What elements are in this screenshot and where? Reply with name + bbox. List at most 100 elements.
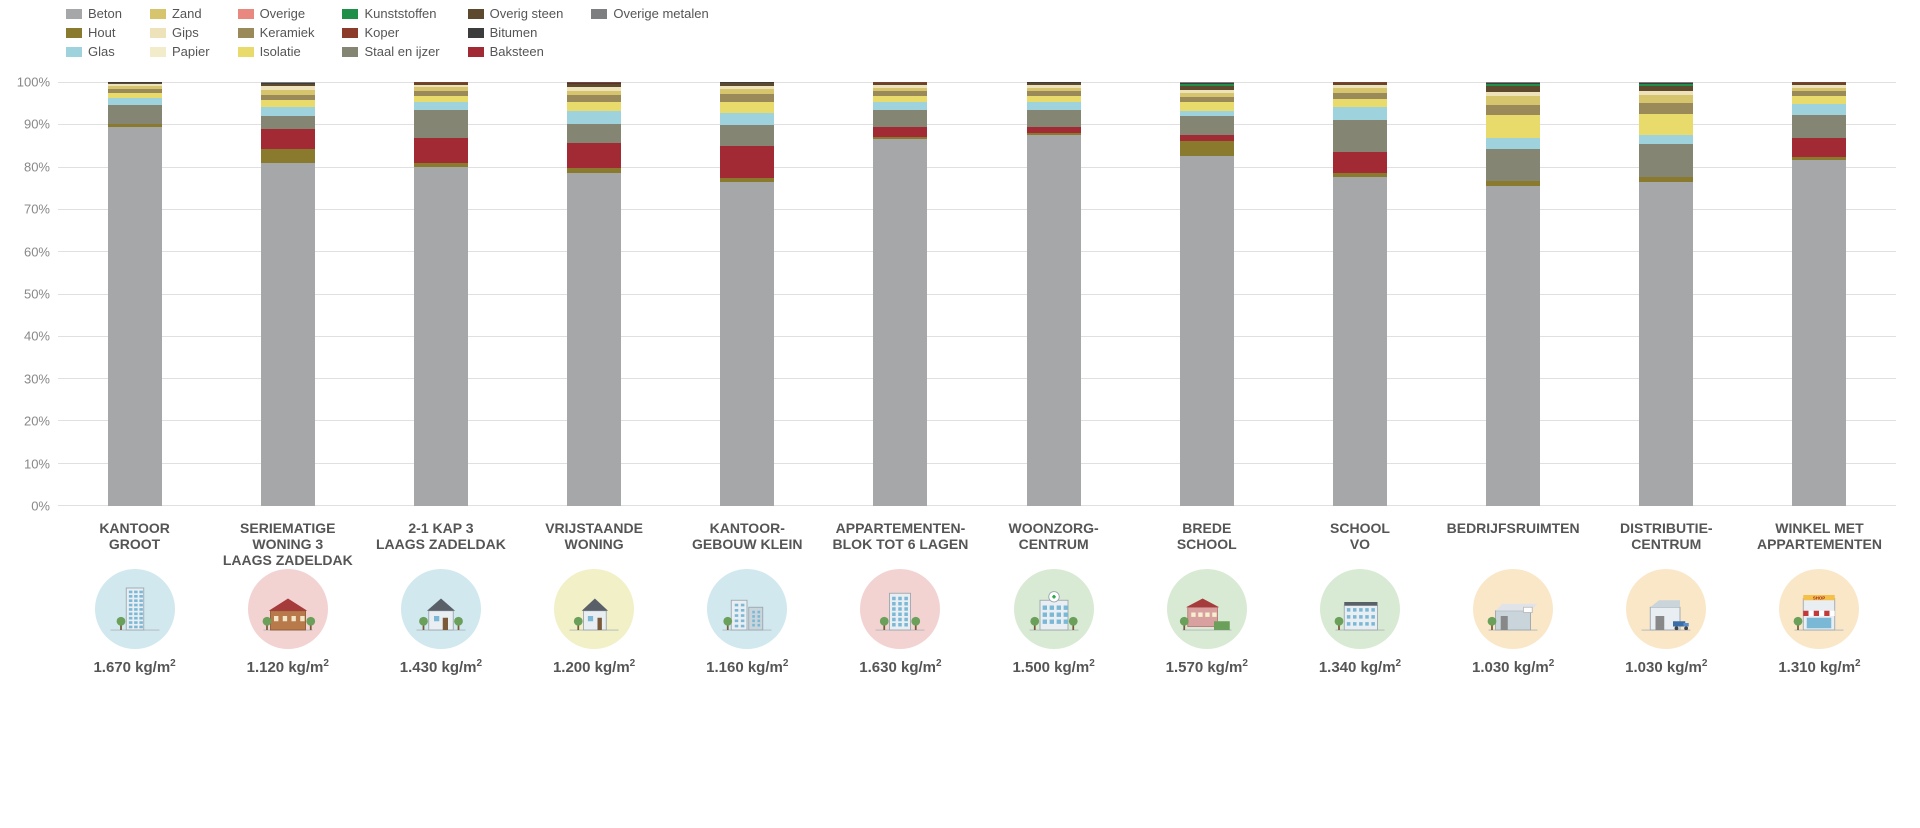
- legend-label: Glas: [88, 44, 115, 59]
- legend-label: Kunststoffen: [364, 6, 436, 21]
- legend-swatch: [66, 28, 82, 38]
- bar-segment: [1639, 144, 1693, 178]
- y-tick-label: 60%: [6, 244, 50, 259]
- weight-label: 1.310 kg/m2: [1743, 658, 1896, 678]
- stacked-bar: [261, 82, 315, 506]
- building-icon: [1167, 569, 1247, 649]
- legend-item: Papier: [150, 44, 210, 59]
- bar-segment: [108, 127, 162, 506]
- bar-segment: [1333, 107, 1387, 120]
- bar-segment: [414, 102, 468, 110]
- bar-segment: [567, 95, 621, 102]
- legend-swatch: [342, 9, 358, 19]
- bar-segment: [1486, 186, 1540, 506]
- bar-segment: [1027, 135, 1081, 506]
- legend-label: Overig steen: [490, 6, 564, 21]
- y-tick-label: 70%: [6, 202, 50, 217]
- legend-swatch: [468, 28, 484, 38]
- building-icon: [248, 569, 328, 649]
- bar-segment: [1792, 104, 1846, 115]
- legend-label: Bitumen: [490, 25, 538, 40]
- stacked-bar: [1486, 82, 1540, 506]
- bar-slot: [1743, 82, 1896, 506]
- legend-swatch: [238, 9, 254, 19]
- category-weights: 1.670 kg/m21.120 kg/m21.430 kg/m21.200 k…: [58, 658, 1896, 678]
- legend-item: Baksteen: [468, 44, 564, 59]
- bar-segment: [720, 113, 774, 126]
- x-tick-label: KANTOORGROOT: [58, 520, 211, 566]
- building-icon: [707, 569, 787, 649]
- x-tick-label: BREDESCHOOL: [1130, 520, 1283, 566]
- x-tick-label: APPARTEMENTEN-BLOK TOT 6 LAGEN: [824, 520, 977, 566]
- y-tick-label: 80%: [6, 159, 50, 174]
- bar-slot: [977, 82, 1130, 506]
- x-tick-label: BEDRIJFSRUIMTEN: [1437, 520, 1590, 566]
- legend-label: Koper: [364, 25, 399, 40]
- bar-segment: [1792, 96, 1846, 104]
- bar-segment: [1486, 115, 1540, 138]
- legend-label: Hout: [88, 25, 115, 40]
- bar-segment: [1792, 138, 1846, 157]
- bar-segment: [261, 163, 315, 506]
- bar-segment: [108, 105, 162, 124]
- bar-segment: [873, 102, 927, 110]
- icon-slot: [364, 566, 517, 652]
- building-icon: [1014, 569, 1094, 649]
- bar-segment: [1639, 103, 1693, 114]
- x-tick-label: DISTRIBUTIE-CENTRUM: [1590, 520, 1743, 566]
- bar-segment: [261, 129, 315, 149]
- building-icon: [860, 569, 940, 649]
- legend-swatch: [66, 9, 82, 19]
- icon-slot: [1590, 566, 1743, 652]
- legend-item: Zand: [150, 6, 210, 21]
- bar-segment: [1333, 152, 1387, 173]
- bar-segment: [720, 146, 774, 178]
- building-icon: [1320, 569, 1400, 649]
- stacked-bar: [1639, 82, 1693, 506]
- bar-segment: [567, 111, 621, 124]
- bar-slot: [824, 82, 977, 506]
- icon-slot: [977, 566, 1130, 652]
- legend-swatch: [238, 47, 254, 57]
- legend-swatch: [150, 47, 166, 57]
- legend-label: Zand: [172, 6, 202, 21]
- x-tick-label: VRIJSTAANDEWONING: [518, 520, 671, 566]
- legend-swatch: [468, 9, 484, 19]
- y-tick-label: 40%: [6, 329, 50, 344]
- bar-segment: [720, 102, 774, 113]
- bar-slot: [1437, 82, 1590, 506]
- legend-label: Overige: [260, 6, 306, 21]
- bar-segment: [1180, 156, 1234, 506]
- legend-swatch: [342, 28, 358, 38]
- y-tick-label: 90%: [6, 117, 50, 132]
- bar-slot: [1130, 82, 1283, 506]
- bar-segment: [567, 102, 621, 111]
- bar-segment: [1180, 116, 1234, 135]
- bar-segment: [414, 110, 468, 138]
- legend-item: Isolatie: [238, 44, 315, 59]
- bar-segment: [1792, 160, 1846, 506]
- bar-segment: [720, 94, 774, 102]
- building-icon: [1626, 569, 1706, 649]
- weight-label: 1.160 kg/m2: [671, 658, 824, 678]
- y-tick-label: 0%: [6, 499, 50, 514]
- legend-item: Bitumen: [468, 25, 564, 40]
- bar-segment: [567, 143, 621, 168]
- legend-item: Keramiek: [238, 25, 315, 40]
- icon-slot: [824, 566, 977, 652]
- legend-swatch: [150, 28, 166, 38]
- building-icon: [95, 569, 175, 649]
- building-icon: SHOP: [1779, 569, 1859, 649]
- weight-label: 1.630 kg/m2: [824, 658, 977, 678]
- stacked-bar: [1792, 82, 1846, 506]
- legend-label: Keramiek: [260, 25, 315, 40]
- bar-segment: [261, 149, 315, 163]
- legend-label: Beton: [88, 6, 122, 21]
- y-axis-labels: 0%10%20%30%40%50%60%70%80%90%100%: [8, 82, 56, 506]
- legend-swatch: [238, 28, 254, 38]
- legend-item: Overige: [238, 6, 315, 21]
- legend-swatch: [150, 9, 166, 19]
- x-tick-label: WOONZORG-CENTRUM: [977, 520, 1130, 566]
- icon-slot: SHOP: [1743, 566, 1896, 652]
- legend-label: Papier: [172, 44, 210, 59]
